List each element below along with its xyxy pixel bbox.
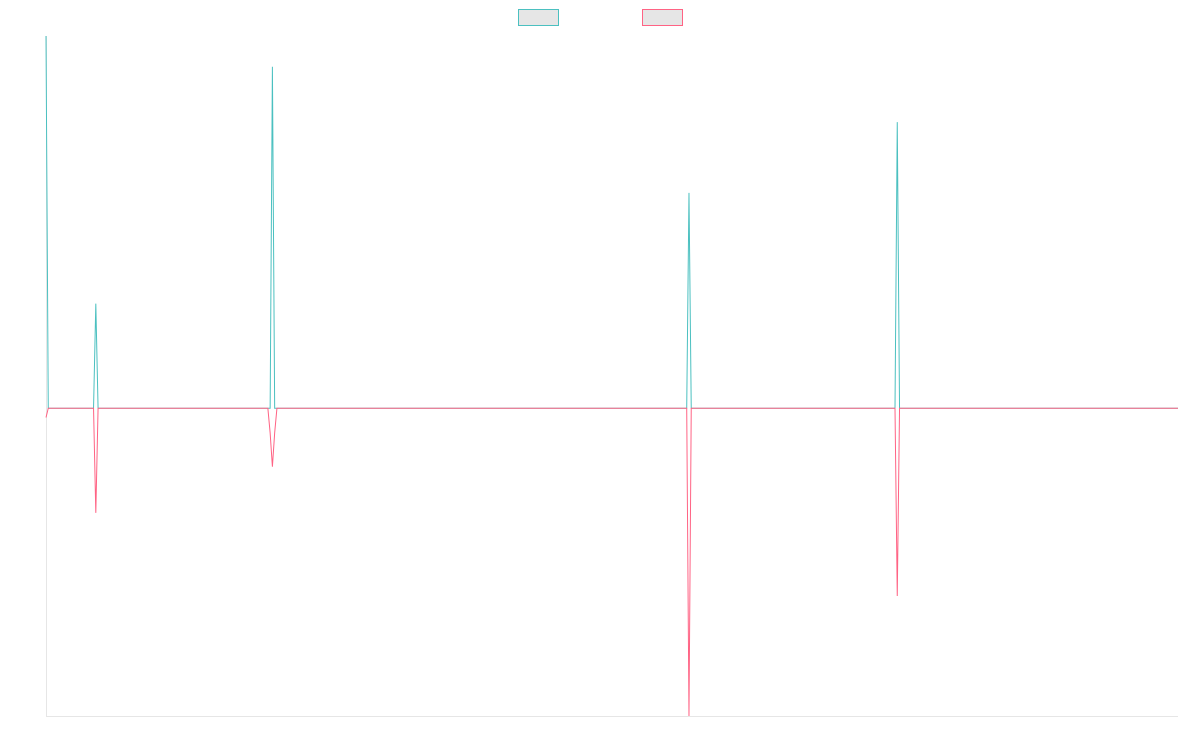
- series-line-1: [45, 35, 1178, 409]
- legend-swatch-1[interactable]: [518, 9, 559, 26]
- legend-swatch-2[interactable]: [642, 9, 683, 26]
- legend: [518, 9, 683, 26]
- axes: [46, 36, 1178, 717]
- series-line-2: [45, 407, 1178, 717]
- series-group: [45, 35, 1178, 717]
